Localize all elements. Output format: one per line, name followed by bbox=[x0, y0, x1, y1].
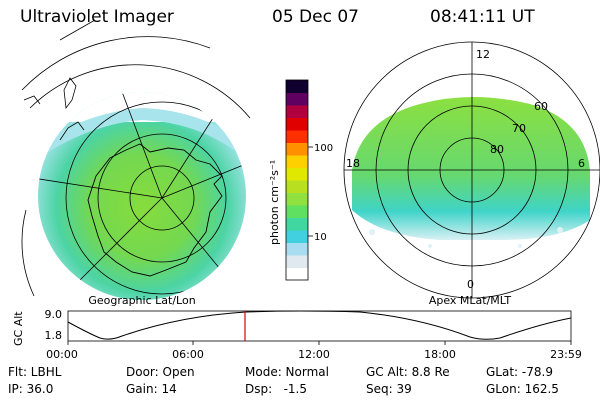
color-bar-frame bbox=[285, 79, 309, 281]
orbit-xtick-0: 00:00 bbox=[46, 348, 78, 361]
color-bar-cell bbox=[286, 180, 308, 193]
status-dsp: Dsp: -1.5 bbox=[245, 382, 308, 396]
status-mode: Mode: Normal bbox=[245, 365, 329, 379]
mlt-label-12: 12 bbox=[476, 48, 490, 61]
color-bar-cell bbox=[286, 255, 308, 268]
orbit-ytick-high: 9.0 bbox=[45, 308, 63, 321]
observation-time: 08:41:11 UT bbox=[430, 7, 535, 27]
color-bar-cell bbox=[286, 117, 308, 131]
coastline-fragment bbox=[59, 121, 85, 141]
orbit-y-axis-label: GC Alt bbox=[12, 311, 25, 346]
status-gain: Gain: 14 bbox=[126, 382, 177, 396]
orbit-xtick-1: 06:00 bbox=[172, 348, 204, 361]
orbit-xtick-4: 23:59 bbox=[550, 348, 582, 361]
image-edge-fringe bbox=[38, 107, 246, 156]
colorbar-label-100: 100 bbox=[314, 143, 333, 154]
orbit-xtick-2: 12:00 bbox=[298, 348, 330, 361]
orbit-xtick-3: 18:00 bbox=[424, 348, 456, 361]
status-filter: Flt: LBHL bbox=[8, 365, 62, 379]
color-bar-cell bbox=[286, 142, 308, 156]
color-bar-cell bbox=[286, 205, 308, 218]
right-grid bbox=[343, 41, 600, 299]
status-ip: IP: 36.0 bbox=[8, 382, 54, 396]
colorbar-label-10: 10 bbox=[314, 232, 327, 243]
status-gc-alt: GC Alt: 8.8 Re bbox=[366, 365, 450, 379]
color-bar-cell bbox=[286, 192, 308, 206]
auroral-disk bbox=[38, 92, 246, 300]
right-panel-caption: Apex MLat/MLT bbox=[429, 294, 512, 307]
color-bar-cell bbox=[286, 92, 308, 106]
status-seq: Seq: 39 bbox=[366, 382, 412, 396]
status-glon: GLon: 162.5 bbox=[486, 382, 559, 396]
mlat-label-70: 70 bbox=[512, 122, 526, 135]
color-bar-cell bbox=[286, 167, 308, 181]
magnetic-image: 12 18 6 0 60 70 80 Apex MLat/MLT bbox=[343, 41, 600, 307]
color-bar-cell bbox=[286, 130, 308, 143]
orbit-altitude-plot: 9.0 1.8 GC Alt 00:00 06:00 12:00 18:00 2… bbox=[12, 308, 582, 361]
coastline-antarctica bbox=[87, 143, 223, 277]
outer-graticule bbox=[21, 19, 251, 297]
mlt-label-0: 0 bbox=[467, 278, 474, 291]
altitude-curve bbox=[67, 310, 572, 340]
color-scale: 100 10 photon cm⁻²s⁻¹ bbox=[268, 79, 333, 281]
mlt-label-18: 18 bbox=[346, 157, 360, 170]
status-door: Door: Open bbox=[126, 365, 195, 379]
colorbar-units: photon cm⁻²s⁻¹ bbox=[268, 160, 281, 245]
mlat-label-60: 60 bbox=[534, 100, 548, 113]
color-bar-cell bbox=[286, 217, 308, 231]
color-bar-cell bbox=[286, 155, 308, 168]
left-panel-caption: Geographic Lat/Lon bbox=[88, 294, 195, 307]
color-bar-cell bbox=[286, 105, 308, 118]
orbit-x-ticks bbox=[67, 341, 572, 345]
mlat-label-80: 80 bbox=[490, 143, 504, 156]
speckle bbox=[369, 227, 563, 248]
status-glat: GLat: -78.9 bbox=[486, 365, 553, 379]
color-bar-cell bbox=[286, 267, 308, 281]
color-bar-cell bbox=[286, 80, 308, 93]
color-bar-cell bbox=[286, 242, 308, 256]
orbit-ytick-low: 1.8 bbox=[45, 329, 63, 342]
mlt-label-6: 6 bbox=[578, 157, 585, 170]
instrument-title: Ultraviolet Imager bbox=[20, 7, 174, 27]
observation-date: 05 Dec 07 bbox=[272, 7, 359, 27]
color-bar-cell bbox=[286, 230, 308, 243]
geographic-image: Geographic Lat/Lon bbox=[21, 19, 251, 307]
auroral-oval bbox=[352, 97, 590, 240]
orbit-plot-frame bbox=[67, 310, 572, 342]
